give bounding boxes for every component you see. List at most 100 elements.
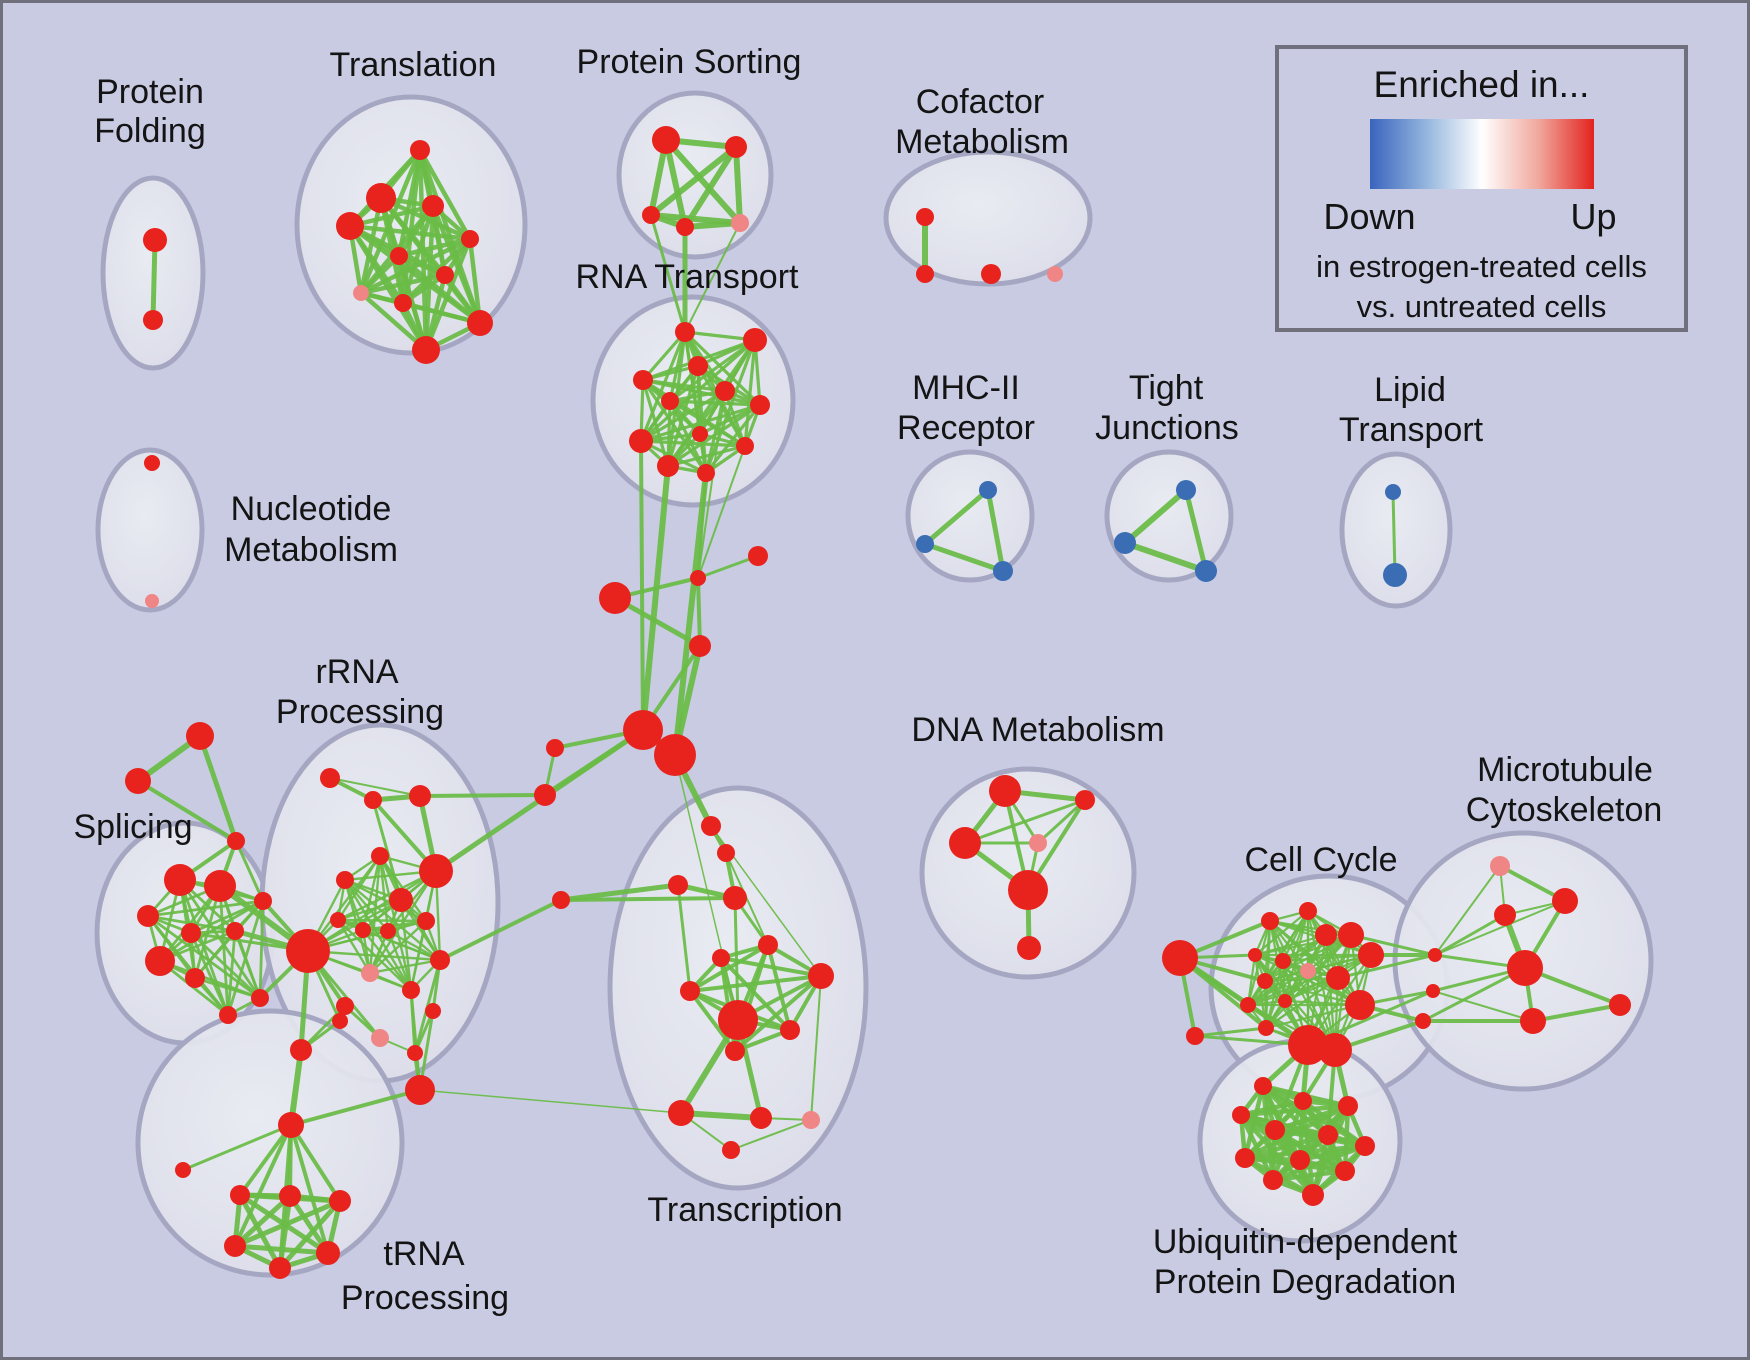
edge-tx4-tx7 [733, 974, 823, 1053]
edge-rr15-rr21 [409, 988, 417, 1055]
cluster-label-trna-processing-line2: Processing [341, 1279, 509, 1317]
edge-tx10-tx4 [810, 975, 822, 1121]
edge-rr11-rr15 [409, 919, 428, 992]
edge-tx8-tx9 [678, 1110, 764, 1121]
edge-ps1-ps4 [663, 137, 688, 230]
legend-scale: Down Up [1323, 195, 1616, 239]
node-rt3 [688, 356, 708, 376]
node-rr7 [389, 888, 413, 912]
cluster-label-cofactor-metabolism-line2: Metabolism [895, 123, 1069, 161]
edge-t5-t6 [396, 236, 473, 259]
node-cn2 [1426, 984, 1440, 998]
edge-cc5-cc7 [1281, 953, 1373, 963]
edge-t9-t10 [400, 300, 483, 326]
edge-t7-t8 [358, 272, 448, 296]
edge-j2-j1 [696, 554, 760, 580]
cluster-label-translation: Translation [330, 46, 497, 84]
edge-cc6-cc12 [1246, 953, 1257, 1007]
node-lp2 [1383, 563, 1407, 587]
node-tj3 [1195, 560, 1217, 582]
edge-rt6-rt7 [668, 399, 762, 407]
node-sp12 [251, 989, 269, 1007]
node-dm5 [1008, 870, 1048, 910]
edge-sp6-sp12 [146, 914, 262, 1000]
node-cc16 [1318, 1033, 1352, 1067]
node-t1 [410, 140, 430, 160]
cluster-bubble-nucleotide-metabolism [95, 447, 205, 613]
legend-caption-line2: vs. untreated cells [1356, 289, 1607, 324]
node-c4 [723, 886, 747, 910]
edge-rt7-rt11 [666, 403, 762, 468]
edge-j1-j4 [696, 576, 702, 648]
edge-rr6-rr11 [343, 878, 428, 923]
cluster-label-trna-processing-line1: tRNA [383, 1235, 465, 1273]
edge-rr7-rr15 [399, 898, 413, 992]
node-rr2 [364, 791, 382, 809]
edge-j3-j4 [612, 595, 703, 649]
edge-dm2-dm4 [1036, 798, 1087, 845]
edge-rr13-rr14 [368, 958, 442, 975]
cluster-bubble-cofactor-metabolism [883, 149, 1093, 287]
edge-j5-c4 [559, 896, 737, 902]
cluster-label-rrna-processing-line1: rRNA [315, 653, 398, 691]
edge-rt12-h2 [672, 470, 709, 758]
node-rt11 [657, 455, 679, 477]
node-tr2 [279, 1185, 301, 1207]
node-ps1 [652, 126, 680, 154]
node-rr19 [332, 1013, 348, 1029]
edge-tr3-tr6 [277, 1198, 343, 1271]
node-tx9 [750, 1107, 772, 1129]
edge-tj2-tj3 [1122, 540, 1209, 574]
node-rr17 [371, 1029, 389, 1047]
edge-trh-tr3 [289, 1123, 342, 1203]
edge-ps1-ps5 [663, 137, 743, 226]
node-dm4 [1029, 834, 1047, 852]
edge-tx2-tx6 [719, 956, 792, 1032]
edge-dm2-dm3 [963, 798, 1087, 845]
edge-ps2-ps5 [733, 144, 743, 226]
edge-cc8-cc12 [1246, 969, 1310, 1007]
node-sp10 [185, 968, 205, 988]
node-dm2 [1075, 790, 1095, 810]
edge-t8-t11 [358, 290, 429, 353]
edge-cn3-mt4 [1421, 966, 1527, 1023]
edge-ps4-ps5 [682, 220, 743, 230]
cluster-label-microtubule-cytoskeleton-line2: Cytoskeleton [1466, 791, 1663, 829]
edge-rt11-h1 [640, 463, 671, 733]
cluster-label-tight-junctions-line1: Tight [1129, 369, 1204, 407]
edge-t3-t4 [347, 203, 436, 229]
edge-sp3-sp13 [234, 839, 265, 903]
edge-trh-tr1 [238, 1123, 293, 1197]
edge-rr6-rr10 [343, 878, 390, 933]
node-rt2 [743, 328, 767, 352]
node-t7 [436, 266, 454, 284]
node-dm1 [989, 775, 1021, 807]
node-h2 [654, 734, 696, 776]
node-cc0b [1186, 1027, 1204, 1045]
node-rr3 [409, 785, 431, 807]
edge-cn2-mt5 [1432, 990, 1534, 1022]
node-rr11 [417, 912, 435, 930]
edge-ps2-ps3 [648, 144, 739, 218]
node-cf1 [916, 208, 934, 226]
node-h1 [623, 710, 663, 750]
node-nm1 [144, 455, 160, 471]
node-rr9 [355, 922, 371, 938]
node-cn3 [1415, 1013, 1431, 1029]
edge-sp10-sp12 [193, 976, 262, 1000]
node-ub8 [1235, 1148, 1255, 1168]
edge-mh2-mh3 [922, 541, 1006, 574]
node-rr1 [320, 768, 340, 788]
edge-sp8-sp12 [233, 929, 262, 1000]
edge-sp2-sp3 [136, 779, 238, 843]
edge-cn1-mt3 [1433, 913, 1507, 957]
node-sp11 [219, 1006, 237, 1024]
node-mt5 [1520, 1008, 1546, 1034]
node-rt8 [629, 429, 653, 453]
node-tr3 [329, 1190, 351, 1212]
legend-title: Enriched in... [1373, 64, 1590, 105]
node-tj2 [1114, 532, 1136, 554]
edge-rr8-rr14 [336, 918, 372, 975]
node-ps3 [642, 206, 660, 224]
node-t4 [336, 212, 364, 240]
